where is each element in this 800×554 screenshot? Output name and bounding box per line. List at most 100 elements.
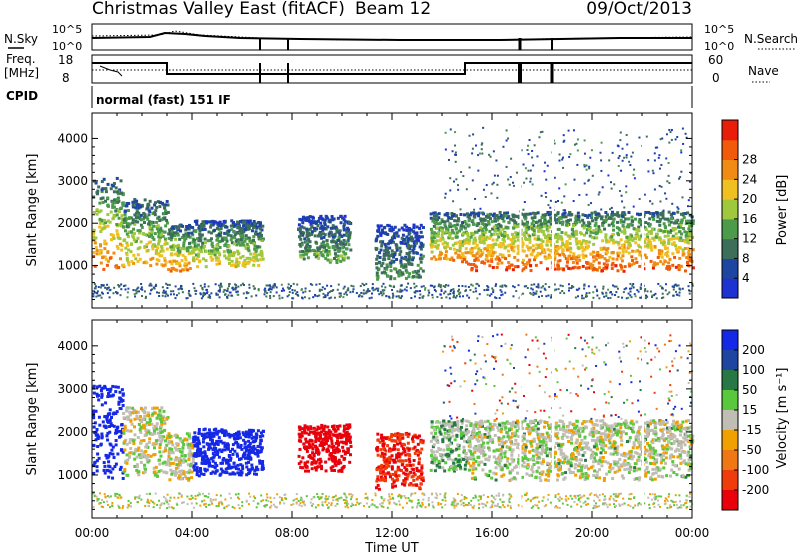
echo-cell [139,240,143,244]
echo-cell [674,236,678,240]
echo-cell [111,235,115,239]
echo-cell [336,288,339,291]
echo-cell [663,224,667,228]
echo-cell [549,255,553,259]
echo-cell [217,251,221,255]
echo-cell [554,200,557,203]
echo-cell [610,263,614,267]
echo-cell [198,224,202,228]
echo-cell [112,190,116,194]
echo-cell [160,254,164,258]
echo-cell [657,282,660,285]
echo-cell [200,432,204,436]
echo-cell [103,255,107,259]
echo-cell [687,199,690,202]
echo-cell [211,464,215,468]
echo-cell [620,169,623,172]
echo-cell [231,443,235,447]
echo-cell [498,253,502,257]
echo-cell [97,398,101,402]
echo-cell [386,249,390,253]
echo-cell [559,267,563,271]
echo-cell [197,432,201,436]
echo-cell [378,256,382,260]
echo-cell [393,267,397,271]
echo-cell [125,415,129,419]
echo-cell [443,245,447,249]
echo-cell [308,290,311,293]
echo-cell [465,188,468,191]
echo-cell [159,454,163,458]
echo-cell [416,238,420,242]
echo-cell [147,222,151,226]
echo-cell [313,226,317,230]
echo-cell [152,429,156,433]
echo-cell [656,213,660,217]
echo-cell [554,248,558,252]
echo-cell [376,229,380,233]
echo-cell [347,432,351,436]
echo-cell [493,250,497,254]
echo-cell [521,249,525,253]
echo-cell [318,288,321,291]
echo-cell [514,231,518,235]
echo-cell [605,263,609,267]
echo-cell [201,246,205,250]
echo-cell [186,234,190,238]
echo-cell [183,236,187,240]
echo-cell [256,468,260,472]
echo-cell [389,263,393,267]
echo-cell [133,213,137,217]
echo-cell [191,246,195,250]
echo-cell [163,439,167,443]
echo-cell [157,259,161,263]
echo-cell [516,244,520,248]
echo-cell [687,285,690,288]
echo-cell [429,227,433,231]
echo-cell [328,297,331,300]
echo-cell [143,463,147,467]
echo-cell [532,231,536,235]
echo-cell [377,226,381,230]
echo-cell [228,261,232,265]
echo-cell [118,223,122,227]
echo-cell [640,212,644,216]
echo-cell [507,264,511,268]
echo-cell [120,248,124,252]
echo-cell [173,434,177,438]
echo-cell [393,277,397,281]
echo-cell [391,227,395,231]
echo-cell [184,459,188,463]
echo-cell [140,282,143,285]
echo-cell [603,295,606,298]
echo-cell [378,251,382,255]
echo-cell [478,238,482,242]
echo-cell [523,181,526,184]
echo-cell [128,406,132,410]
echo-cell [536,234,540,238]
echo-cell [470,246,474,250]
echo-cell [159,233,163,237]
echo-cell [516,252,520,256]
colorbar-swatch [722,278,738,299]
echo-cell [181,446,185,450]
echo-cell [165,443,169,447]
echo-cell [542,233,546,237]
echo-cell [345,233,349,237]
echo-cell [659,285,662,288]
echo-cell [517,222,521,226]
echo-cell [147,423,151,427]
echo-cell [148,284,151,287]
echo-cell [476,297,479,300]
echo-cell [543,255,547,259]
echo-cell [116,425,120,429]
echo-cell [587,213,591,217]
echo-cell [317,256,321,260]
echo-cell [467,285,470,288]
echo-cell [671,252,675,256]
echo-cell [175,463,179,467]
echo-cell [228,449,232,453]
echo-cell [137,446,141,450]
echo-cell [236,430,240,434]
echo-cell [380,241,384,245]
